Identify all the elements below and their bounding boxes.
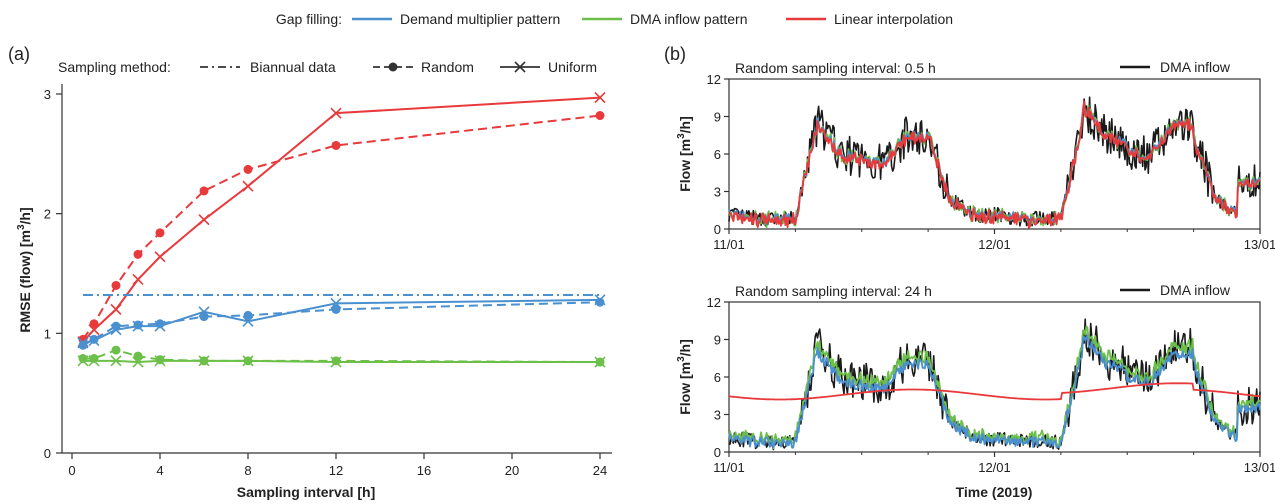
- legend-label-linear-interpolation: Linear interpolation: [834, 11, 953, 27]
- series-line-linear-interpolation-random: [82, 114, 601, 340]
- y-tick-label: 3: [714, 408, 721, 423]
- point-linear-interpolation-random: [89, 319, 99, 329]
- panel-b-top-legend-label: DMA inflow: [1160, 59, 1231, 75]
- legend-label-random: Random: [421, 59, 474, 75]
- x-tick-label: 12/01: [978, 460, 1011, 475]
- x-tick-label: 11/01: [713, 460, 745, 475]
- y-tick-label: 0: [714, 445, 721, 460]
- point-demand-multiplier-pattern-random: [155, 319, 165, 329]
- x-tick-label: 12/01: [978, 237, 1011, 252]
- panel-b-bottom-plot: 0 3 6 9 12 11/01 12/01 13/01 Random sampling in…: [676, 282, 1275, 500]
- y-tick-label: 3: [714, 185, 721, 200]
- panel-b-top-y-label: Flow [m3/h]: [676, 116, 693, 192]
- point-dma-inflow-pattern-random: [199, 356, 209, 366]
- point-linear-interpolation-random: [199, 186, 209, 196]
- series-line-linear-interpolation: [728, 100, 1261, 229]
- point-linear-interpolation-random: [155, 228, 165, 238]
- point-linear-interpolation-random: [595, 111, 605, 121]
- point-dma-inflow-pattern-random: [155, 355, 165, 365]
- gap-filling-legend: Gap filling: Demand multiplier pattern D…: [276, 11, 953, 27]
- point-dma-inflow-pattern-random: [133, 351, 143, 361]
- panel-a-y-label: RMSE (flow) [m3/h]: [16, 207, 33, 332]
- legend-marker-uniform: [514, 61, 526, 73]
- point-dma-inflow-pattern-random: [595, 357, 605, 367]
- point-linear-interpolation-random: [133, 249, 143, 259]
- point-dma-inflow-pattern-random: [78, 353, 88, 363]
- series-line-dma-inflow-pattern: [728, 325, 1261, 450]
- panel-b-x-label: Time (2019): [956, 484, 1033, 500]
- x-tick-label: 13/01: [1244, 460, 1275, 475]
- y-tick-label: 9: [714, 333, 721, 348]
- sampling-method-title: Sampling method:: [58, 59, 171, 75]
- x-tick-label: 13/01: [1244, 237, 1275, 252]
- panel-b-top-plot: 0 3 6 9 12 11/01 12/01 13/01 Random sampling in…: [676, 59, 1275, 252]
- panel-a-x-tick-label: 4: [156, 463, 163, 478]
- point-demand-multiplier-pattern-random: [78, 340, 88, 350]
- panel-a-x-tick-label: 16: [417, 463, 431, 478]
- panel-b-bottom-legend-label: DMA inflow: [1160, 282, 1231, 298]
- legend-label-biannual: Biannual data: [250, 59, 336, 75]
- point-linear-interpolation-random: [111, 280, 121, 290]
- sampling-method-legend: Sampling method: Biannual data Random Un…: [58, 59, 597, 75]
- point-linear-interpolation-random: [243, 164, 253, 174]
- series-line-linear-interpolation: [728, 382, 1261, 401]
- point-linear-interpolation-random: [331, 140, 341, 150]
- point-dma-inflow-pattern-random: [111, 345, 121, 355]
- panel-a-x-tick-label: 12: [329, 463, 343, 478]
- y-tick-label: 9: [714, 110, 721, 125]
- point-linear-interpolation-uniform: [330, 107, 342, 119]
- y-tick-label: 6: [714, 370, 721, 385]
- legend-label-uniform: Uniform: [548, 59, 597, 75]
- point-dma-inflow-pattern-random: [89, 353, 99, 363]
- panel-b-bottom-y-label: Flow [m3/h]: [676, 339, 693, 415]
- panel-label-b: (b): [664, 44, 686, 64]
- panel-a-x-label: Sampling interval [h]: [237, 484, 375, 500]
- point-demand-multiplier-pattern-random: [595, 297, 605, 307]
- panel-a-x-tick-label: 8: [244, 463, 251, 478]
- series-line-dma-inflow-pattern-random: [83, 349, 601, 364]
- point-linear-interpolation-uniform: [594, 92, 606, 104]
- point-demand-multiplier-pattern-random: [331, 304, 341, 314]
- panel-a-y-tick-label: 2: [44, 207, 51, 222]
- panel-a-x-tick-label: 24: [593, 463, 607, 478]
- panel-b-top-title: Random sampling interval: 0.5 h: [735, 60, 936, 76]
- point-linear-interpolation-uniform: [242, 180, 254, 192]
- point-demand-multiplier-pattern-random: [243, 310, 253, 320]
- series-line-demand-multiplier: [728, 334, 1261, 449]
- point-dma-inflow-pattern-random: [243, 356, 253, 366]
- series-line-demand-multiplier-pattern-random: [82, 301, 601, 347]
- point-demand-multiplier-pattern-random: [133, 320, 143, 330]
- legend-label-demand-multiplier: Demand multiplier pattern: [400, 11, 560, 27]
- panel-label-a: (a): [8, 44, 30, 64]
- point-dma-inflow-pattern-uniform: [110, 355, 122, 367]
- series-line-linear-interpolation-uniform: [82, 96, 601, 343]
- panel-a-y-tick-label: 1: [44, 326, 51, 341]
- legend-marker-random: [388, 62, 398, 72]
- y-tick-label: 12: [707, 72, 721, 87]
- legend-label-dma-inflow-pattern: DMA inflow pattern: [630, 11, 748, 27]
- gap-filling-title: Gap filling:: [276, 11, 342, 27]
- panel-a-y-tick-label: 3: [44, 87, 51, 102]
- point-demand-multiplier-pattern-random: [89, 334, 99, 344]
- point-dma-inflow-pattern-random: [331, 356, 341, 366]
- y-tick-label: 12: [707, 295, 721, 310]
- y-tick-label: 6: [714, 147, 721, 162]
- point-linear-interpolation-uniform: [154, 251, 166, 263]
- panel-a-y-tick-label: 0: [44, 446, 51, 461]
- point-demand-multiplier-pattern-random: [111, 321, 121, 331]
- point-linear-interpolation-uniform: [110, 303, 122, 315]
- panel-a-x-tick-label: 0: [68, 463, 75, 478]
- point-linear-interpolation-uniform: [132, 273, 144, 286]
- panel-a-x-tick-label: 20: [505, 463, 519, 478]
- point-linear-interpolation-uniform: [198, 214, 210, 226]
- y-tick-label: 0: [714, 222, 721, 237]
- point-demand-multiplier-pattern-random: [199, 312, 209, 322]
- x-tick-label: 11/01: [713, 237, 745, 252]
- panel-b-bottom-title: Random sampling interval: 24 h: [735, 283, 932, 299]
